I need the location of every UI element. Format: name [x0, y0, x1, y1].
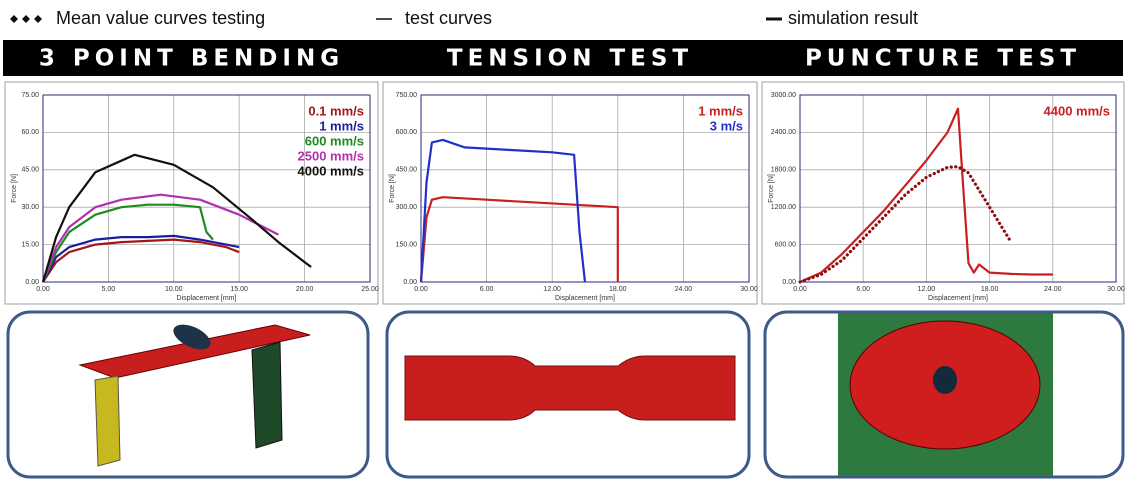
- x-axis-label: Displacement [mm]: [177, 295, 237, 302]
- x-tick-label: 25.00: [361, 286, 379, 293]
- y-tick-label: 0.00: [403, 279, 417, 286]
- series-label: 0.1 mm/s: [308, 103, 364, 118]
- panel-title: 3 POINT BENDING: [39, 46, 344, 72]
- y-tick-label: 0.00: [25, 279, 39, 286]
- x-tick-label: 30.00: [740, 286, 758, 293]
- y-tick-label: 3000.00: [771, 92, 796, 99]
- support-left: [95, 376, 120, 466]
- y-tick-label: 75.00: [21, 92, 39, 99]
- x-tick-label: 12.00: [918, 286, 936, 293]
- y-tick-label: 1200.00: [771, 204, 796, 211]
- series-label: 4000 mm/s: [298, 163, 365, 178]
- model-images: [8, 312, 1123, 477]
- x-tick-label: 15.00: [230, 286, 248, 293]
- x-tick-label: 24.00: [675, 286, 693, 293]
- series-label: 4400 mm/s: [1044, 103, 1111, 118]
- y-axis-label: Force [N]: [768, 174, 775, 203]
- x-tick-label: 10.00: [165, 286, 183, 293]
- x-tick-label: 18.00: [981, 286, 999, 293]
- y-tick-label: 30.00: [21, 204, 39, 211]
- panel-title: PUNCTURE TEST: [805, 46, 1081, 72]
- slide: Mean value curves testing test curves si…: [0, 0, 1126, 481]
- x-tick-label: 18.00: [609, 286, 627, 293]
- y-tick-label: 300.00: [396, 204, 418, 211]
- legend-text: simulation result: [788, 8, 918, 28]
- specimen: [405, 356, 735, 420]
- y-tick-label: 450.00: [396, 167, 418, 174]
- x-tick-label: 20.00: [296, 286, 314, 293]
- x-axis-label: Displacement [mm]: [555, 295, 615, 302]
- y-tick-label: 1800.00: [771, 167, 796, 174]
- series-label: 3 m/s: [710, 118, 743, 133]
- y-tick-label: 60.00: [21, 129, 39, 136]
- support-right: [252, 342, 282, 448]
- x-tick-label: 6.00: [856, 286, 870, 293]
- series-label: 1 mm/s: [698, 103, 743, 118]
- y-tick-label: 150.00: [396, 241, 418, 248]
- series-label: 2500 mm/s: [298, 148, 365, 163]
- x-tick-label: 0.00: [793, 286, 807, 293]
- series-label: 1 mm/s: [319, 118, 364, 133]
- x-tick-label: 6.00: [480, 286, 494, 293]
- y-tick-label: 0.00: [782, 279, 796, 286]
- y-tick-label: 2400.00: [771, 129, 796, 136]
- legend-text: Mean value curves testing: [56, 8, 265, 28]
- y-tick-label: 15.00: [21, 241, 39, 248]
- x-tick-label: 5.00: [102, 286, 116, 293]
- y-tick-label: 600.00: [396, 129, 418, 136]
- y-tick-label: 600.00: [775, 241, 797, 248]
- x-tick-label: 12.00: [543, 286, 561, 293]
- y-tick-label: 45.00: [21, 167, 39, 174]
- series-label: 600 mm/s: [305, 133, 364, 148]
- diamond-icon: [10, 15, 42, 23]
- x-tick-label: 0.00: [414, 286, 428, 293]
- x-tick-label: 24.00: [1044, 286, 1062, 293]
- y-axis-label: Force [N]: [389, 174, 396, 203]
- x-axis-label: Displacement [mm]: [928, 295, 988, 302]
- legend-text: test curves: [405, 8, 492, 28]
- panel-title: TENSION TEST: [447, 46, 693, 72]
- x-tick-label: 30.00: [1107, 286, 1125, 293]
- header-legend: Mean value curves testing test curves si…: [10, 8, 918, 28]
- y-tick-label: 750.00: [396, 92, 418, 99]
- impactor: [933, 366, 957, 394]
- x-tick-label: 0.00: [36, 286, 50, 293]
- y-axis-label: Force [N]: [11, 174, 18, 203]
